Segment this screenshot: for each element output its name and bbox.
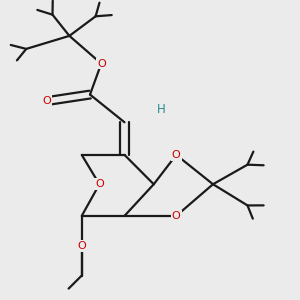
Text: O: O [77, 241, 86, 251]
Text: H: H [157, 103, 166, 116]
Text: O: O [97, 58, 106, 69]
Text: O: O [172, 150, 181, 160]
Text: O: O [172, 211, 181, 221]
Text: O: O [43, 96, 51, 106]
Text: O: O [95, 179, 104, 189]
